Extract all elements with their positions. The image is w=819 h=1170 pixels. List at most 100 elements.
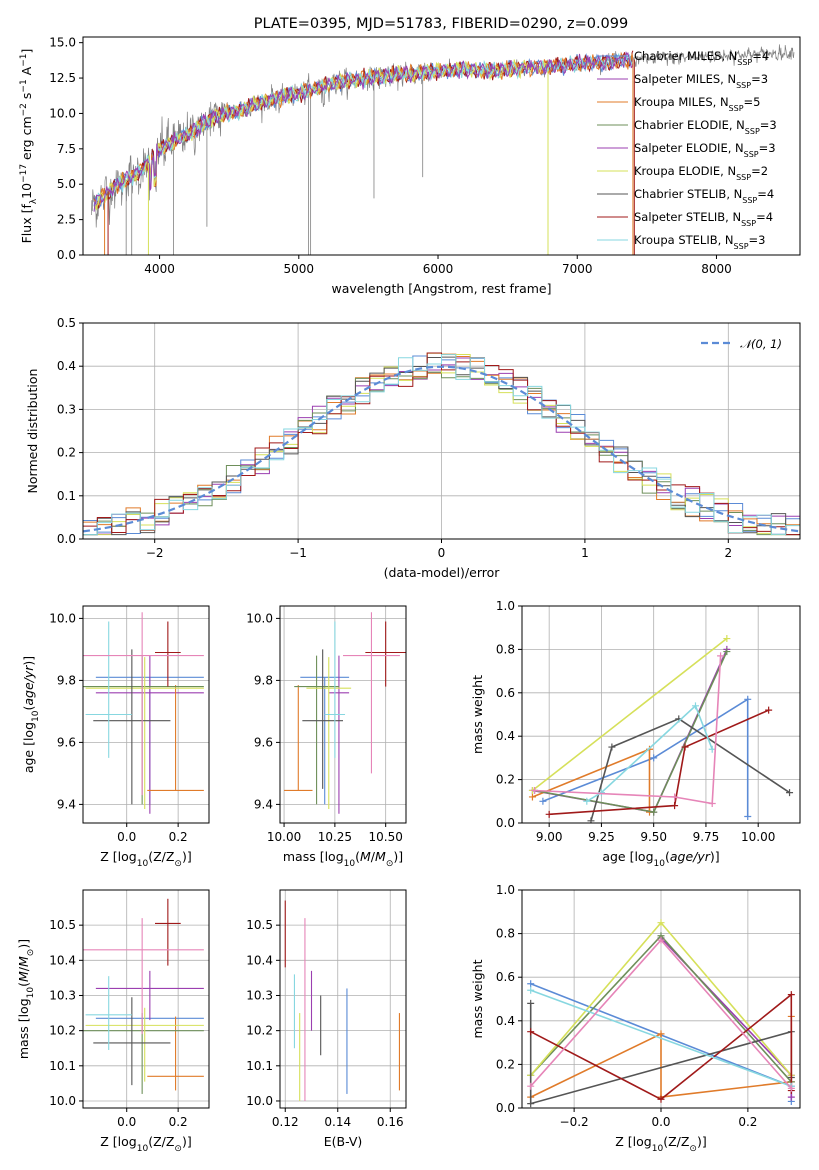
weight_vs_age-ytick-label: 0.2	[496, 773, 515, 787]
legend-label: Chabrier ELODIE, NSSP=3	[634, 118, 777, 136]
spectrum-xtick-label: 4000	[144, 262, 175, 276]
age_vs_mass-xtick-label: 10.50	[368, 830, 402, 844]
legend-label: Salpeter MILES, NSSP=3	[634, 72, 768, 90]
weight-series-marker	[608, 743, 616, 751]
spectrum-xtick-label: 7000	[562, 262, 593, 276]
weight_vs_age-ytick-label: 0.6	[496, 686, 515, 700]
weight_vs_age-ytick-label: 0.4	[496, 729, 515, 743]
residuals-xlabel: (data-model)/error	[384, 565, 501, 580]
weight-series-marker	[527, 1100, 535, 1108]
errorbar-point	[147, 685, 204, 792]
weight-series-line	[530, 992, 793, 1101]
weight_vs_age-plot-area	[528, 635, 794, 823]
legend-label-sub: SSP	[737, 58, 752, 67]
weight_vs_age-ytick-label: 1.0	[496, 599, 515, 613]
mass_vs_Z-axes: 0.0 0.210.010.110.210.310.410.5Z [log10(Z…	[16, 889, 210, 1154]
weight-series-marker	[717, 652, 725, 660]
mass_vs_Z-frame	[82, 889, 210, 1109]
age_vs_mass-plot-area	[284, 612, 406, 814]
errorbar-point	[294, 655, 339, 805]
residuals-xtick-label: 1	[581, 546, 589, 560]
residuals-ytick-label: 0.5	[57, 316, 76, 330]
spectrum-plot-area	[91, 44, 795, 255]
residuals-ytick-label: 0.2	[57, 446, 76, 460]
spectrum-xtick-label: 8000	[701, 262, 732, 276]
mass_vs_ebv-ytick-label: 10.1	[246, 1059, 273, 1073]
errorbar-point	[155, 621, 181, 687]
mass_vs_ebv-frame	[279, 889, 407, 1109]
residuals-xtick-label: −1	[289, 546, 307, 560]
mass_vs_ebv-xtick-label: 0.16	[377, 1115, 404, 1129]
residuals-xtick-label: −2	[146, 546, 164, 560]
weight_vs_age-axes: 9.00 9.25 9.50 9.75 10.000.00.20.40.60.81.0a…	[470, 599, 801, 869]
mass_vs_Z-ytick-label: 10.0	[49, 1094, 76, 1108]
weight-series-line	[534, 655, 722, 805]
errorbar-point	[95, 655, 204, 814]
spectrum-ytick-label: 15.0	[49, 36, 76, 50]
weight-series-line	[590, 717, 790, 822]
legend-label-sub: SSP	[729, 104, 744, 113]
legend-label-count: =4	[752, 49, 769, 63]
legend-label-text: Salpeter MILES, N	[634, 72, 736, 86]
weight-series-line	[586, 704, 713, 802]
age_vs_mass-ytick-label: 9.8	[254, 673, 273, 687]
residuals-ytick-label: 0.1	[57, 489, 76, 503]
weight-series-marker	[531, 786, 539, 794]
errorbar-point	[147, 1016, 204, 1091]
normal-curve	[83, 365, 800, 533]
age_vs_Z-plot-area	[83, 612, 204, 814]
errorbar-point	[306, 657, 352, 810]
plot-layer: 4000 5000 6000 7000 80000.02.55.07.510.012.5…	[16, 36, 801, 1154]
residuals-axes: −2 −1 0 1 2 0.0 0.1 0.2 0.3 0.4 0.5 (data-model)/er…	[25, 316, 801, 580]
mass_vs_ebv-xtick-label: 0.14	[324, 1115, 351, 1129]
residuals-ylabel: Normed distribution	[25, 369, 40, 494]
weight-series-marker	[671, 793, 679, 801]
weight-series-marker	[657, 1030, 665, 1038]
weight-series-marker	[650, 754, 658, 762]
legend-label-text: Kroupa STELIB, N	[634, 233, 734, 247]
mass_vs_ebv-axes: 0.12 0.14 0.16 10.0 10.1 10.2 10.3 10.4 10.5 E(B-…	[246, 889, 407, 1149]
legend-label-sub: SSP	[742, 196, 757, 205]
weight-series-marker	[527, 986, 535, 994]
weight_vs_Z-axes: −0.2 0.0 0.20.00.20.40.60.81.0Z [log10(Z/Z…	[470, 883, 801, 1154]
legend-label-text: Salpeter STELIB, N	[634, 210, 741, 224]
mass_vs_ebv-ytick-label: 10.4	[246, 953, 273, 967]
legend-label-count: =4	[756, 210, 773, 224]
spectrum-ytick-label: 5.0	[57, 177, 76, 191]
legend-label-count: =3	[760, 118, 777, 132]
legend-label-text: Salpeter ELODIE, N	[634, 141, 744, 155]
weight-series-marker	[527, 980, 535, 988]
spectrum-ytick-label: 7.5	[57, 142, 76, 156]
residuals-plot-area	[83, 352, 800, 539]
weight_vs_Z-ylabel: mass weight	[470, 959, 485, 1038]
weight-series-marker	[657, 936, 665, 944]
errorbar-point	[155, 898, 181, 966]
mass_vs_Z-ytick-label: 10.3	[49, 988, 76, 1002]
weight_vs_Z-ytick-label: 1.0	[496, 883, 515, 897]
legend-label: Salpeter STELIB, NSSP=4	[634, 210, 773, 228]
weight-series-marker	[708, 799, 716, 807]
errorbar-point	[83, 612, 204, 796]
weight-series-marker	[744, 812, 752, 820]
legend-label-sub: SSP	[744, 150, 759, 159]
legend-label: Chabrier MILES, NSSP=4	[634, 49, 769, 67]
legend-label: Kroupa MILES, NSSP=5	[634, 95, 760, 113]
weight_vs_Z-ytick-label: 0.4	[496, 1014, 515, 1028]
mass_vs_ebv-ytick-label: 10.3	[246, 988, 273, 1002]
weight-series-line	[532, 637, 728, 792]
weight_vs_Z-ytick-label: 0.8	[496, 927, 515, 941]
errorbar-point	[343, 612, 400, 774]
errorbar-point	[284, 685, 313, 792]
spectrum-xtick-label: 5000	[284, 262, 315, 276]
mass_vs_ebv-ytick-label: 10.5	[246, 918, 273, 932]
errorbar-point	[300, 676, 350, 805]
legend-label-count: =3	[759, 141, 776, 155]
errorbar-point	[85, 657, 204, 810]
weight_vs_Z-xtick-label: 0.0	[651, 1115, 670, 1129]
age_vs_mass-ytick-label: 9.6	[254, 735, 273, 749]
spectrum-ytick-label: 10.0	[49, 106, 76, 120]
weight-series-marker	[787, 1093, 795, 1101]
weight_vs_age-ytick-label: 0.0	[496, 816, 515, 830]
legend-label-sub: SSP	[745, 127, 760, 136]
